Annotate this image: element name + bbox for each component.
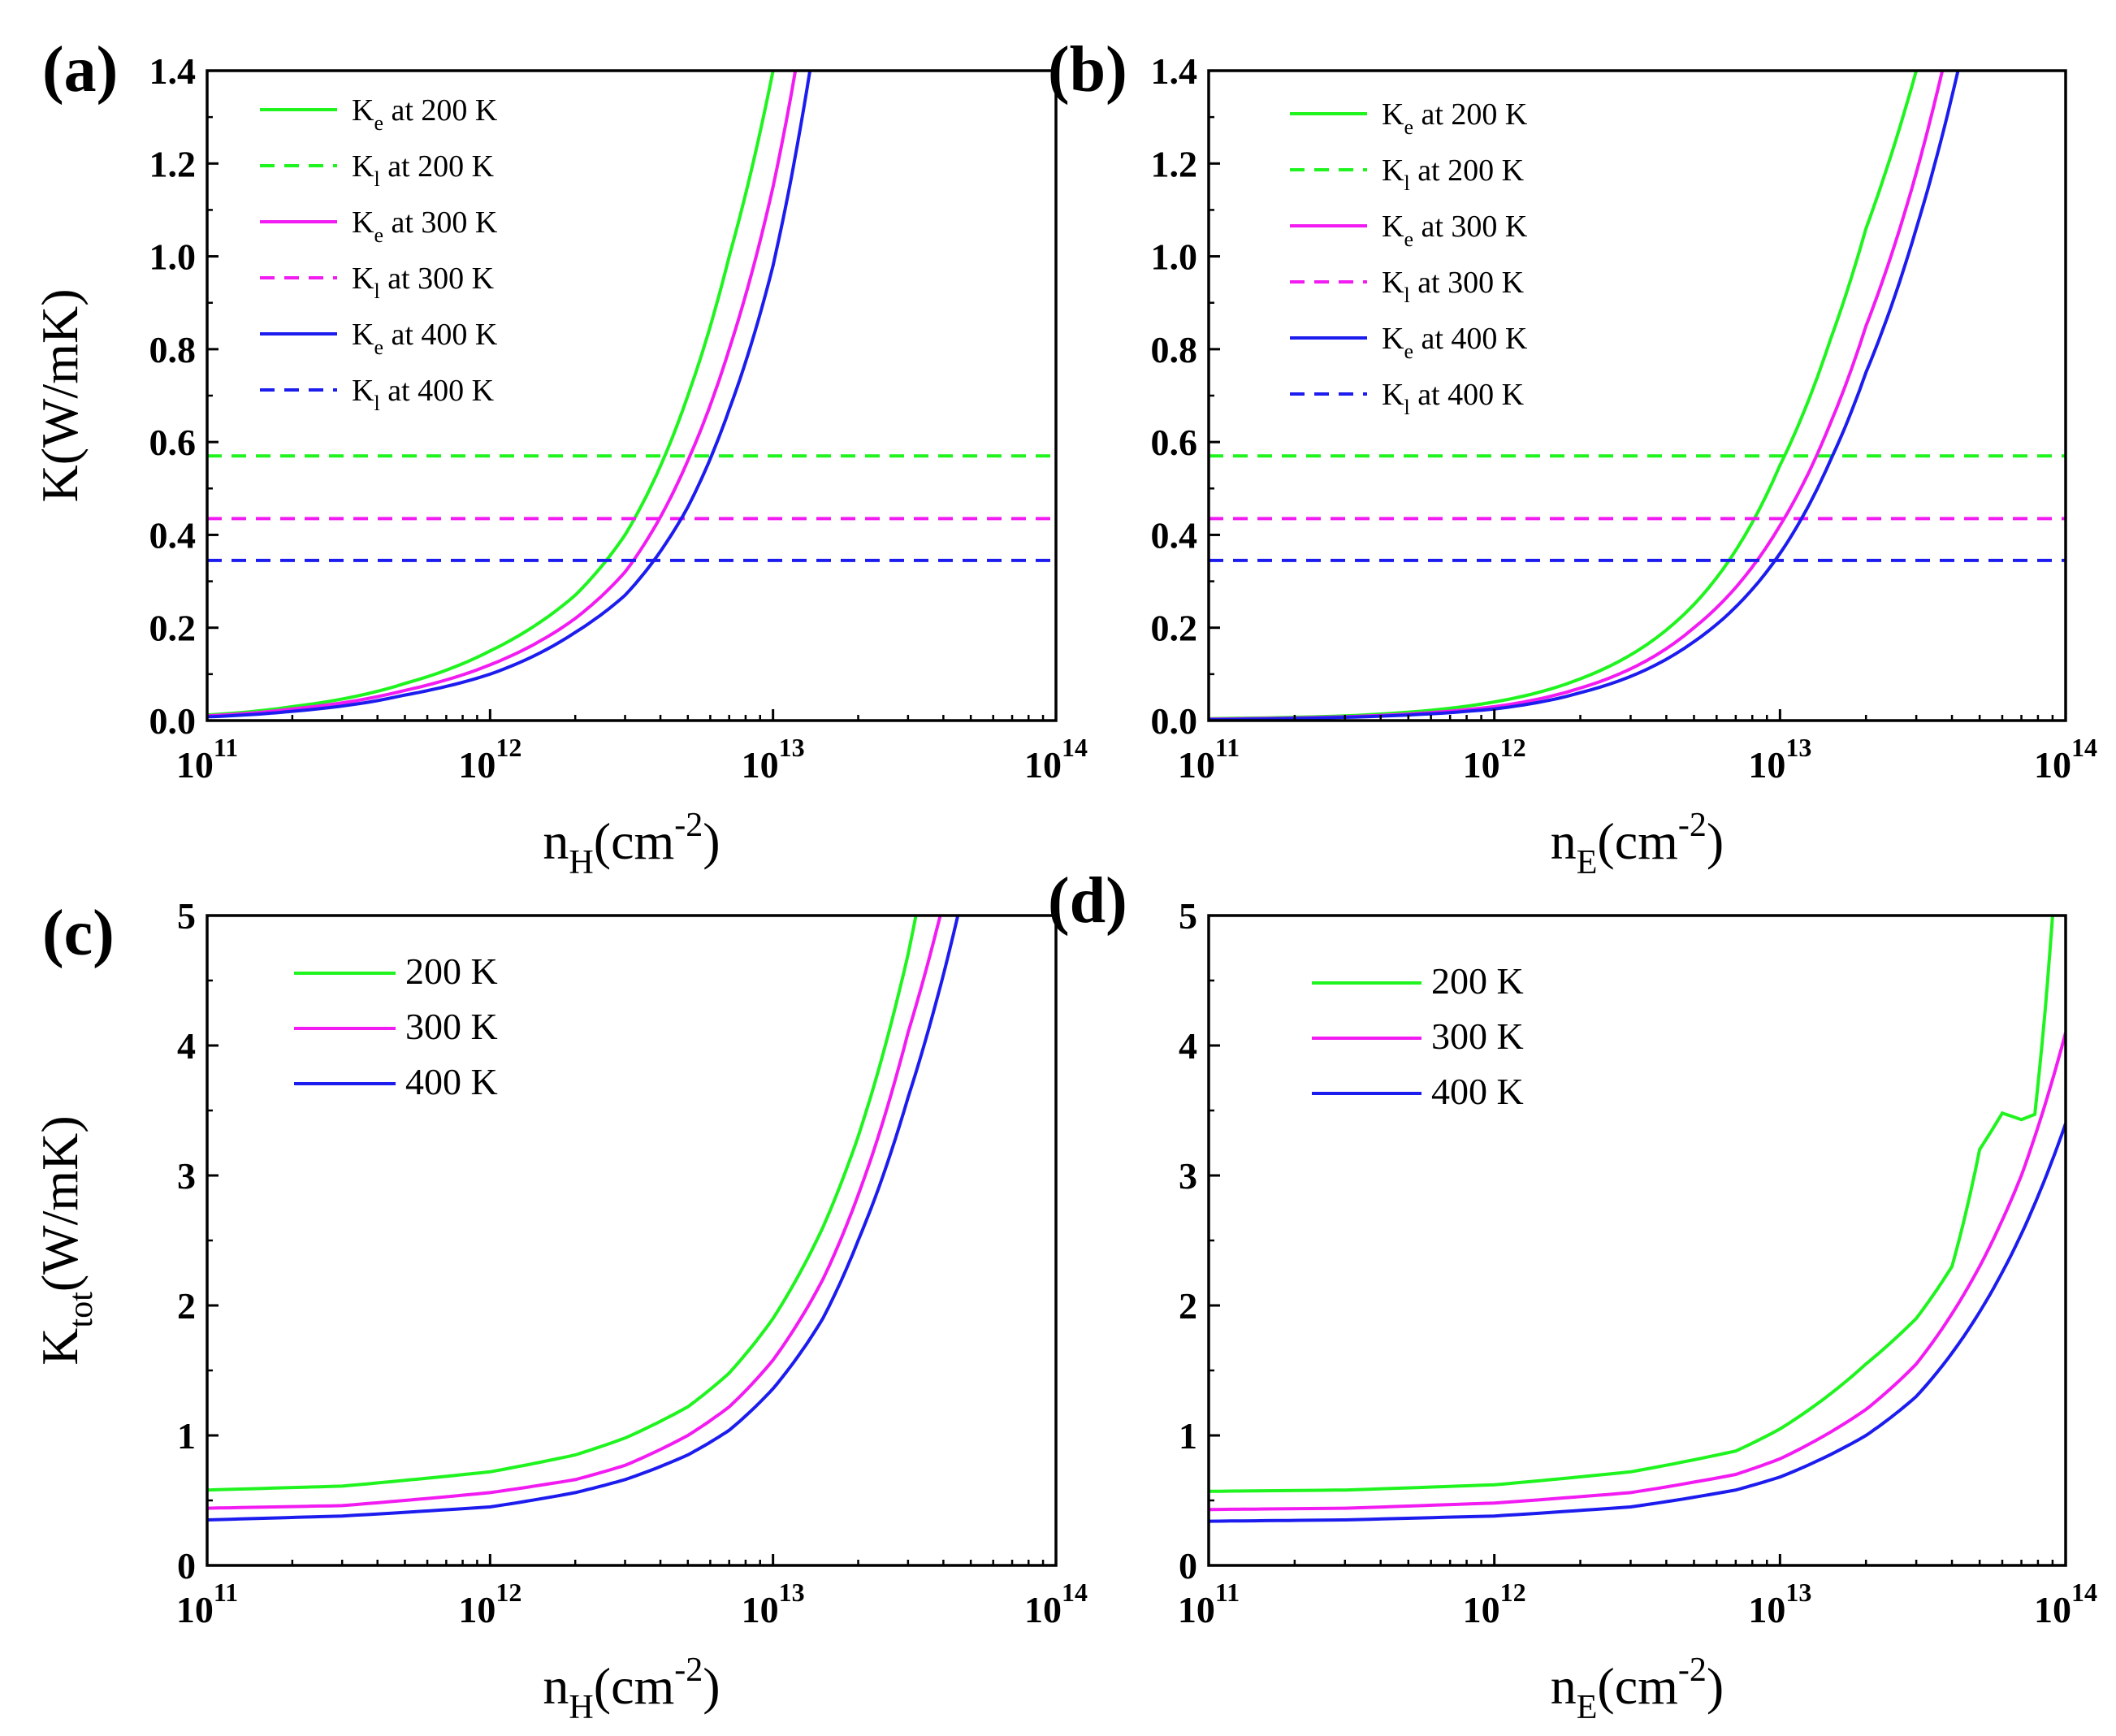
panel-label-a: (a) — [42, 34, 118, 106]
y-tick-label: 5 — [177, 895, 196, 937]
x-tick-label: 1013 — [1748, 1578, 1811, 1630]
legend: 200 K 300 K 400 K — [1312, 960, 1524, 1112]
panel-a: 1011 1012 1013 1014 0.0 0.2 0.4 0.6 0.8 1.0 1.2 1.4… — [31, 34, 1088, 881]
y-tick-label: 0.2 — [149, 608, 197, 649]
legend-entry-label: Kl at 300 K — [1382, 266, 1525, 307]
legend-entry-label: Kl at 200 K — [1382, 154, 1525, 195]
series-group — [207, 71, 1056, 719]
x-axis-label: nE(cm-2) — [1551, 1652, 1724, 1726]
y-tick-label: 1.2 — [1151, 143, 1198, 184]
y-tick-label: 0.8 — [149, 329, 197, 370]
x-tick-label: 1011 — [1178, 1578, 1240, 1630]
legend-entry-label: Ke at 200 K — [1382, 97, 1528, 139]
y-tick-label: 0.6 — [149, 422, 197, 463]
plot-frame — [206, 69, 1058, 722]
legend-entry-label: 200 K — [405, 950, 498, 992]
series-300-k-line — [1209, 1032, 2066, 1512]
x-axis-label: nE(cm-2) — [1551, 807, 1724, 881]
x-tick-label: 1012 — [1463, 733, 1526, 786]
x-tick-label: 1013 — [742, 733, 805, 786]
series-group — [1209, 71, 2066, 721]
x-tick-label: 1013 — [742, 1578, 805, 1630]
legend-entry-label: Kl at 300 K — [352, 262, 495, 303]
y-tick-label: 0.0 — [1151, 700, 1198, 742]
legend-entry-label: 400 K — [405, 1061, 498, 1102]
legend: Ke at 200 K Kl at 200 K Ke at 300 K Kl at 3… — [260, 93, 498, 415]
series-400-k-line — [1209, 1123, 2066, 1523]
series-ke-at-200-k-line — [207, 71, 775, 717]
legend-entry-label: Kl at 400 K — [1382, 378, 1525, 419]
y-tick-label: 0.2 — [1151, 608, 1198, 649]
x-tick-label: 1014 — [1024, 733, 1088, 786]
legend-entry-label: Kl at 200 K — [352, 149, 495, 191]
y-axis-label: Ktot(W/mK) — [31, 1115, 100, 1365]
series-group — [1209, 916, 2066, 1523]
y-tick-label: 1.0 — [1151, 236, 1198, 278]
legend-entry-label: Ke at 300 K — [1382, 210, 1528, 251]
legend-entry-label: Ke at 400 K — [1382, 322, 1528, 363]
y-tick-label: 1.0 — [149, 236, 197, 278]
y-tick-label: 0 — [177, 1545, 196, 1587]
y-tick-label: 0.0 — [149, 700, 197, 742]
panel-d: 1011 1012 1013 1014 0 1 2 3 4 5 nE(cm-2) (d) 200 K 30… — [1048, 865, 2097, 1726]
y-tick-label: 4 — [1179, 1025, 1197, 1067]
y-tick-label: 5 — [1179, 895, 1197, 937]
series-ke-at-400-k-line — [1209, 71, 1960, 721]
y-tick-label: 1.4 — [1151, 50, 1198, 92]
y-tick-label: 2 — [1179, 1285, 1197, 1327]
y-tick-label: 0 — [1179, 1545, 1197, 1587]
legend: 200 K 300 K 400 K — [294, 950, 498, 1102]
y-tick-label: 2 — [177, 1285, 196, 1327]
y-tick-label: 0.4 — [1151, 514, 1198, 556]
y-tick-label: 1.4 — [149, 50, 197, 92]
y-tick-label: 0.4 — [149, 514, 197, 556]
series-400-k-line — [207, 916, 960, 1522]
x-tick-label: 1011 — [176, 733, 238, 786]
legend-entry-label: Kl at 400 K — [352, 374, 495, 415]
y-tick-label: 0.8 — [1151, 329, 1198, 370]
plot-frame — [206, 914, 1058, 1567]
legend-entry-label: Ke at 200 K — [352, 93, 498, 135]
y-tick-label: 1.2 — [149, 143, 197, 184]
plot-frame — [1207, 914, 2067, 1567]
x-tick-label: 1012 — [458, 1578, 521, 1630]
y-tick-label: 1 — [1179, 1415, 1197, 1457]
x-tick-label: 1014 — [2034, 733, 2097, 786]
x-tick-label: 1011 — [1178, 733, 1240, 786]
panel-b: 1011 1012 1013 1014 0.0 0.2 0.4 0.6 0.8 1.0 1.2 1.4… — [1048, 34, 2097, 881]
panel-label-c: (c) — [42, 898, 115, 969]
series-ke-at-300-k-line — [207, 71, 798, 718]
y-tick-label: 0.6 — [1151, 422, 1198, 463]
legend-entry-label: 300 K — [1431, 1015, 1524, 1057]
panel-label-d: (d) — [1048, 865, 1127, 937]
panel-label-b: (b) — [1048, 34, 1127, 106]
x-tick-label: 1012 — [458, 733, 521, 786]
y-tick-label: 3 — [1179, 1155, 1197, 1197]
plot-frame — [1207, 69, 2067, 722]
legend-entry-label: Ke at 400 K — [352, 318, 498, 359]
x-tick-label: 1014 — [1024, 1578, 1088, 1630]
series-group — [207, 916, 960, 1522]
legend-entry-label: 200 K — [1431, 960, 1524, 1002]
legend-entry-label: Ke at 300 K — [352, 206, 498, 247]
x-tick-label: 1011 — [176, 1578, 238, 1630]
x-axis-label: nH(cm-2) — [543, 807, 720, 881]
y-tick-label: 1 — [177, 1415, 196, 1457]
panel-c: 1011 1012 1013 1014 0 1 2 3 4 5 nH(cm-2) Ktot(W/mK)… — [31, 895, 1088, 1726]
legend-entry-label: 400 K — [1431, 1071, 1524, 1112]
x-tick-label: 1012 — [1463, 1578, 1526, 1630]
y-tick-label: 3 — [177, 1155, 196, 1197]
x-axis-label: nH(cm-2) — [543, 1652, 720, 1726]
series-200-k-line — [207, 916, 918, 1492]
legend-entry-label: 300 K — [405, 1006, 498, 1047]
legend: Ke at 200 K Kl at 200 K Ke at 300 K Kl at 3… — [1290, 97, 1528, 419]
x-tick-label: 1013 — [1748, 733, 1811, 786]
x-tick-label: 1014 — [2034, 1578, 2097, 1630]
series-200-k-line — [1209, 916, 2054, 1493]
y-axis-label: K(W/mK) — [31, 288, 89, 502]
y-tick-label: 4 — [177, 1025, 196, 1067]
series-300-k-line — [207, 916, 942, 1510]
series-ke-at-400-k-line — [207, 71, 812, 719]
